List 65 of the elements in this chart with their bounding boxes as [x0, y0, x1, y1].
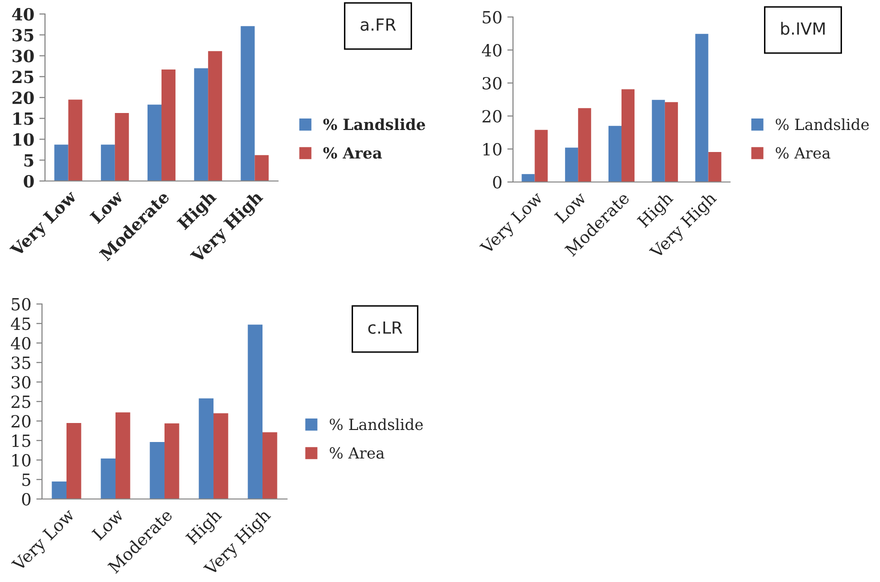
- bar: [565, 148, 578, 182]
- legend-label: % Area: [776, 147, 830, 159]
- bar: [664, 102, 678, 182]
- y-tick-label: 50: [482, 10, 502, 24]
- y-tick-label: 50: [12, 298, 30, 311]
- bar: [608, 126, 622, 182]
- y-tick-label: 0: [22, 492, 30, 506]
- text: b.IVM: [781, 22, 825, 35]
- text: a.FR: [360, 18, 396, 31]
- bar: [254, 155, 269, 181]
- bar: [240, 26, 255, 181]
- y-tick-label: 20: [482, 110, 502, 123]
- y-tick-label: 5: [24, 154, 34, 167]
- y-tick-label: 20: [12, 91, 34, 104]
- legend-label: % Landslide: [330, 418, 423, 430]
- y-tick-label: 0: [493, 176, 502, 189]
- y-tick-label: 40: [12, 8, 34, 21]
- y-tick-label: 40: [10, 336, 30, 350]
- bar: [116, 412, 130, 499]
- legend-label: % Area: [330, 447, 384, 459]
- y-tick-label: 30: [482, 76, 502, 90]
- bar: [208, 51, 222, 181]
- bar: [622, 89, 635, 182]
- bar: [68, 100, 82, 181]
- bar: [148, 104, 162, 181]
- y-tick-label: 35: [12, 28, 34, 42]
- bar: [150, 442, 164, 499]
- bar: [162, 70, 176, 181]
- bar: [708, 152, 722, 182]
- y-tick-label: 25: [12, 70, 34, 84]
- bar: [214, 413, 228, 499]
- y-tick-label: 40: [482, 44, 502, 57]
- bar: [52, 481, 66, 499]
- y-tick-label: 15: [13, 112, 34, 125]
- y-tick-label: 35: [12, 356, 30, 370]
- y-tick-label: 20: [12, 414, 30, 428]
- y-tick-label: 15: [12, 434, 30, 448]
- legend-label: % Landslide: [323, 118, 426, 130]
- text: c.LR: [368, 321, 402, 334]
- legend-label: % Area: [323, 147, 382, 159]
- bar: [100, 458, 116, 499]
- bar: [522, 174, 535, 182]
- bar: [198, 398, 214, 499]
- y-tick-label: 45: [10, 317, 30, 330]
- legend-label: % Landslide: [776, 118, 869, 130]
- bar: [66, 422, 82, 499]
- y-tick-label: 5: [22, 474, 30, 486]
- bar: [114, 112, 129, 181]
- y-tick-label: 25: [12, 395, 30, 408]
- y-tick-label: 10: [13, 133, 34, 146]
- bar: [534, 130, 548, 182]
- y-tick-label: 30: [12, 376, 30, 389]
- y-tick-label: 10: [12, 454, 30, 467]
- y-tick-label: 0: [24, 174, 34, 188]
- bar: [652, 100, 665, 182]
- bar: [100, 144, 115, 181]
- bar: [578, 108, 592, 182]
- bar: [248, 324, 262, 499]
- bar: [262, 432, 278, 499]
- bar: [54, 144, 68, 181]
- y-tick-label: 10: [483, 142, 502, 156]
- bar: [194, 68, 208, 181]
- y-tick-label: 30: [12, 50, 34, 62]
- bar: [164, 423, 180, 499]
- bar: [695, 34, 708, 182]
